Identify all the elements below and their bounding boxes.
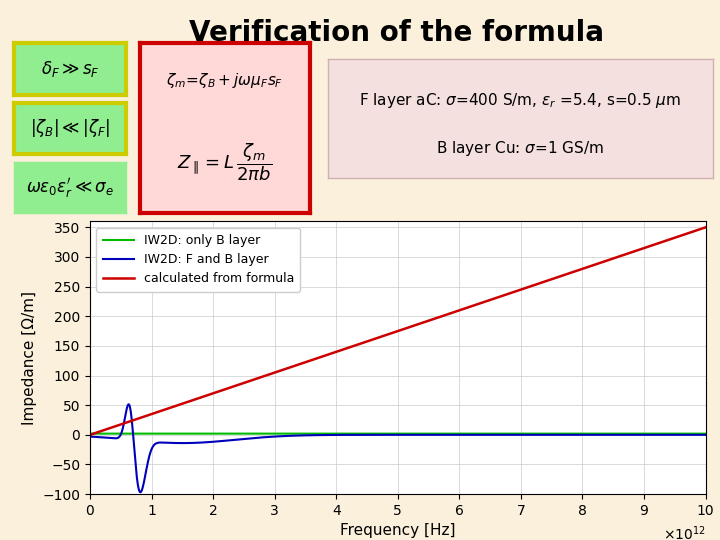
calculated from formula [89, 430, 97, 437]
Text: $\times 10^{12}$: $\times 10^{12}$ [663, 524, 706, 540]
Text: Verification of the formula: Verification of the formula [189, 19, 603, 47]
calculated from formula [207, 391, 215, 397]
IW2D: F and B layer: (4.89e+12, -0.00476): F and B layer: (4.89e+12, -0.00476) [387, 431, 395, 438]
IW2D: F and B layer: (5.98e+11, 44.5): F and B layer: (5.98e+11, 44.5) [122, 405, 131, 411]
Y-axis label: Impedance [Ω/m]: Impedance [Ω/m] [22, 291, 37, 425]
IW2D: F and B layer: (1e+13, -2.26e-21): F and B layer: (1e+13, -2.26e-21) [701, 431, 710, 438]
calculated from formula [387, 330, 395, 336]
calculated from formula [86, 431, 94, 438]
IW2D: only B layer: (4.15e+11, 2): only B layer: (4.15e+11, 2) [111, 430, 120, 437]
calculated from formula [669, 235, 678, 241]
IW2D: F and B layer: (4.5e+10, -3.21): F and B layer: (4.5e+10, -3.21) [89, 434, 97, 440]
X-axis label: Frequency [Hz]: Frequency [Hz] [340, 523, 456, 538]
Text: $Z_{\parallel} = L\,\dfrac{\zeta_m}{2\pi b}$: $Z_{\parallel} = L\,\dfrac{\zeta_m}{2\pi… [177, 141, 273, 183]
Legend: IW2D: only B layer, IW2D: F and B layer, calculated from formula: IW2D: only B layer, IW2D: F and B layer,… [96, 228, 300, 292]
Text: $\zeta_m\!=\!\zeta_B + j\omega\mu_F s_F$: $\zeta_m\!=\!\zeta_B + j\omega\mu_F s_F$ [166, 71, 284, 90]
calculated from formula [111, 423, 120, 429]
IW2D: only B layer: (1e+09, 2): only B layer: (1e+09, 2) [86, 430, 94, 437]
calculated from formula [701, 224, 710, 231]
IW2D: only B layer: (1e+13, 2): only B layer: (1e+13, 2) [701, 430, 710, 437]
IW2D: F and B layer: (6.27e+11, 51.5): F and B layer: (6.27e+11, 51.5) [125, 401, 133, 408]
IW2D: F and B layer: (9.47e+12, -9.5e-19): F and B layer: (9.47e+12, -9.5e-19) [669, 431, 678, 438]
IW2D: only B layer: (4.6e+10, 2): only B layer: (4.6e+10, 2) [89, 430, 97, 437]
IW2D: F and B layer: (8.19e+11, -96.8): F and B layer: (8.19e+11, -96.8) [136, 489, 145, 496]
Text: B layer Cu: $\sigma$=1 GS/m: B layer Cu: $\sigma$=1 GS/m [436, 139, 604, 158]
IW2D: only B layer: (5.99e+11, 2): only B layer: (5.99e+11, 2) [122, 430, 131, 437]
Line: IW2D: only B layer: IW2D: only B layer [90, 434, 706, 435]
Text: F layer aC: $\sigma$=400 S/m, $\varepsilon_r$ =5.4, s=0.5 $\mu$m: F layer aC: $\sigma$=400 S/m, $\varepsil… [359, 91, 681, 111]
IW2D: F and B layer: (0, 0): F and B layer: (0, 0) [86, 431, 94, 438]
Line: calculated from formula: calculated from formula [90, 227, 706, 435]
IW2D: only B layer: (9.47e+12, 2): only B layer: (9.47e+12, 2) [669, 430, 678, 437]
IW2D: F and B layer: (4.14e+11, -5.91): F and B layer: (4.14e+11, -5.91) [111, 435, 120, 442]
IW2D: only B layer: (1.96e+12, 2): only B layer: (1.96e+12, 2) [207, 430, 215, 437]
IW2D: F and B layer: (1.96e+12, -12): F and B layer: (1.96e+12, -12) [207, 438, 215, 445]
Line: IW2D: F and B layer: IW2D: F and B layer [90, 404, 706, 492]
Text: $|\zeta_B| \ll |\zeta_F|$: $|\zeta_B| \ll |\zeta_F|$ [30, 117, 110, 139]
IW2D: only B layer: (4.89e+12, 2): only B layer: (4.89e+12, 2) [387, 430, 395, 437]
Text: $\delta_F \gg s_F$: $\delta_F \gg s_F$ [41, 59, 99, 79]
IW2D: only B layer: (0, 0): only B layer: (0, 0) [86, 431, 94, 438]
calculated from formula [122, 419, 131, 426]
Text: $\omega\varepsilon_0\varepsilon_r^{\prime} \ll \sigma_e$: $\omega\varepsilon_0\varepsilon_r^{\prim… [26, 176, 114, 200]
